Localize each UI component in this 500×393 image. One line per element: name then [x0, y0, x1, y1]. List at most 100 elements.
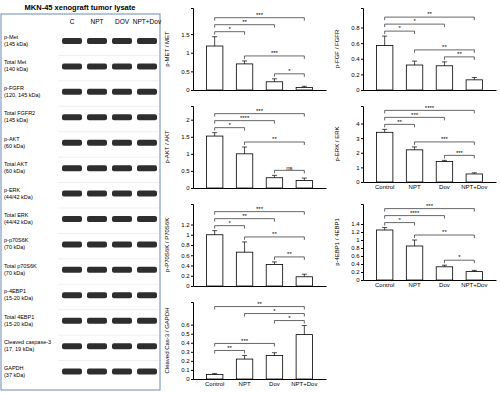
axis-line — [191, 107, 194, 189]
lane-label: C — [70, 18, 75, 25]
tick: 0.6 — [181, 253, 193, 259]
row-divider — [58, 233, 159, 234]
axis-line — [361, 107, 364, 183]
blot-band — [112, 165, 132, 171]
tick-label: 1 — [186, 50, 190, 56]
row-size: (15-20 kDa) — [4, 295, 33, 301]
bar — [266, 178, 282, 188]
tick-mark — [361, 167, 363, 168]
error-bar — [472, 173, 477, 174]
tick-mark — [191, 286, 193, 287]
sig-label: ** — [442, 44, 447, 50]
sig-bracket: ** — [274, 251, 304, 260]
row-size: (120, 145 kDa) — [4, 92, 41, 98]
bar — [406, 246, 422, 280]
error-cap — [272, 175, 277, 176]
error-cap — [302, 178, 307, 179]
tick-mark — [191, 361, 193, 362]
bracket-line — [385, 117, 445, 120]
error-cap — [382, 227, 387, 228]
blot-band — [137, 343, 157, 349]
tick-mark — [191, 255, 193, 256]
tick-mark — [191, 245, 193, 246]
tick: 0.8 — [351, 25, 363, 31]
sig-bracket: *** — [215, 108, 305, 117]
tick-mark — [191, 225, 193, 226]
bar — [436, 267, 452, 280]
bracket-line — [274, 257, 304, 260]
tick-label: 0 — [356, 87, 360, 93]
tick-label: Dov — [439, 282, 450, 288]
sig-bracket: * — [245, 308, 305, 317]
tick: 3 — [356, 136, 363, 142]
error-stem — [244, 355, 245, 359]
lane-label: DOV — [115, 18, 130, 25]
tick-label: 0 — [186, 185, 190, 191]
bracket-line — [215, 226, 245, 229]
blot-band — [62, 63, 82, 69]
error-stem — [414, 147, 415, 150]
sig-bracket: ** — [385, 11, 475, 20]
tick-label: 1.5 — [181, 134, 190, 140]
tick-mark — [361, 280, 363, 281]
tick-label: 1 — [356, 237, 360, 243]
axis-line — [191, 303, 194, 380]
y-axis-title: Cleaved Cas-3 / GAPDH — [164, 307, 170, 373]
tick-mark — [361, 248, 363, 249]
sig-label: * — [228, 26, 231, 32]
blot-band — [112, 191, 132, 197]
bar — [206, 46, 222, 90]
tick: NPT+Dov — [461, 280, 487, 288]
x-axis: ControlNPTDovNPT+Dov — [364, 280, 497, 288]
sig-bracket: * — [215, 220, 245, 229]
blot-band — [87, 343, 107, 349]
tick-label: NPT+Dov — [291, 381, 317, 387]
bracket-line — [215, 18, 305, 21]
blot-band — [87, 216, 107, 222]
blot-band — [62, 267, 82, 273]
blot-band — [87, 63, 107, 69]
tick: 0.5 — [181, 168, 193, 174]
tick: 0 — [186, 283, 193, 289]
bracket-line — [274, 74, 304, 77]
bar — [206, 235, 222, 286]
figure: MKN-45 xenograft tumor lysateCNPTDOVNPT+… — [0, 0, 500, 393]
tick: 1.5 — [181, 32, 193, 38]
sig-bracket: * — [385, 217, 415, 226]
error-cap — [212, 230, 217, 231]
row-size: (37 kDa) — [4, 372, 25, 378]
x-axis — [194, 90, 327, 92]
row-divider — [58, 309, 159, 310]
tick-label: 0.6 — [351, 253, 360, 259]
error-bar — [442, 160, 447, 161]
tick-label: NPT+Dov — [461, 184, 487, 190]
sig-bracket: ** — [245, 231, 305, 240]
axis-line — [364, 182, 497, 183]
tick-label: 0.2 — [181, 273, 190, 279]
sig-bracket: *** — [215, 338, 275, 347]
error-stem — [304, 274, 305, 277]
error-stem — [384, 228, 385, 230]
tick-label: NPT+Dov — [461, 282, 487, 288]
sig-bracket: * — [385, 18, 445, 27]
plot-area — [206, 231, 312, 286]
blot-band — [112, 241, 132, 247]
axis-line — [194, 188, 327, 189]
error-cap — [302, 274, 307, 275]
tick-mark — [191, 188, 193, 189]
blot-band — [112, 140, 132, 146]
bracket-line — [215, 128, 245, 131]
row-label: Total ERK — [4, 212, 29, 218]
tick-mark — [361, 264, 363, 265]
error-cap — [212, 132, 217, 133]
tick-mark — [191, 71, 193, 72]
tick: 0.2 — [351, 72, 363, 78]
error-bar — [212, 133, 217, 136]
error-bar — [382, 36, 387, 45]
error-stem — [244, 147, 245, 154]
tick-label: 0 — [186, 283, 190, 289]
bar — [236, 64, 252, 90]
blot-band — [112, 343, 132, 349]
row-size: (60 kDa) — [4, 168, 25, 174]
sig-label: * — [398, 25, 401, 31]
